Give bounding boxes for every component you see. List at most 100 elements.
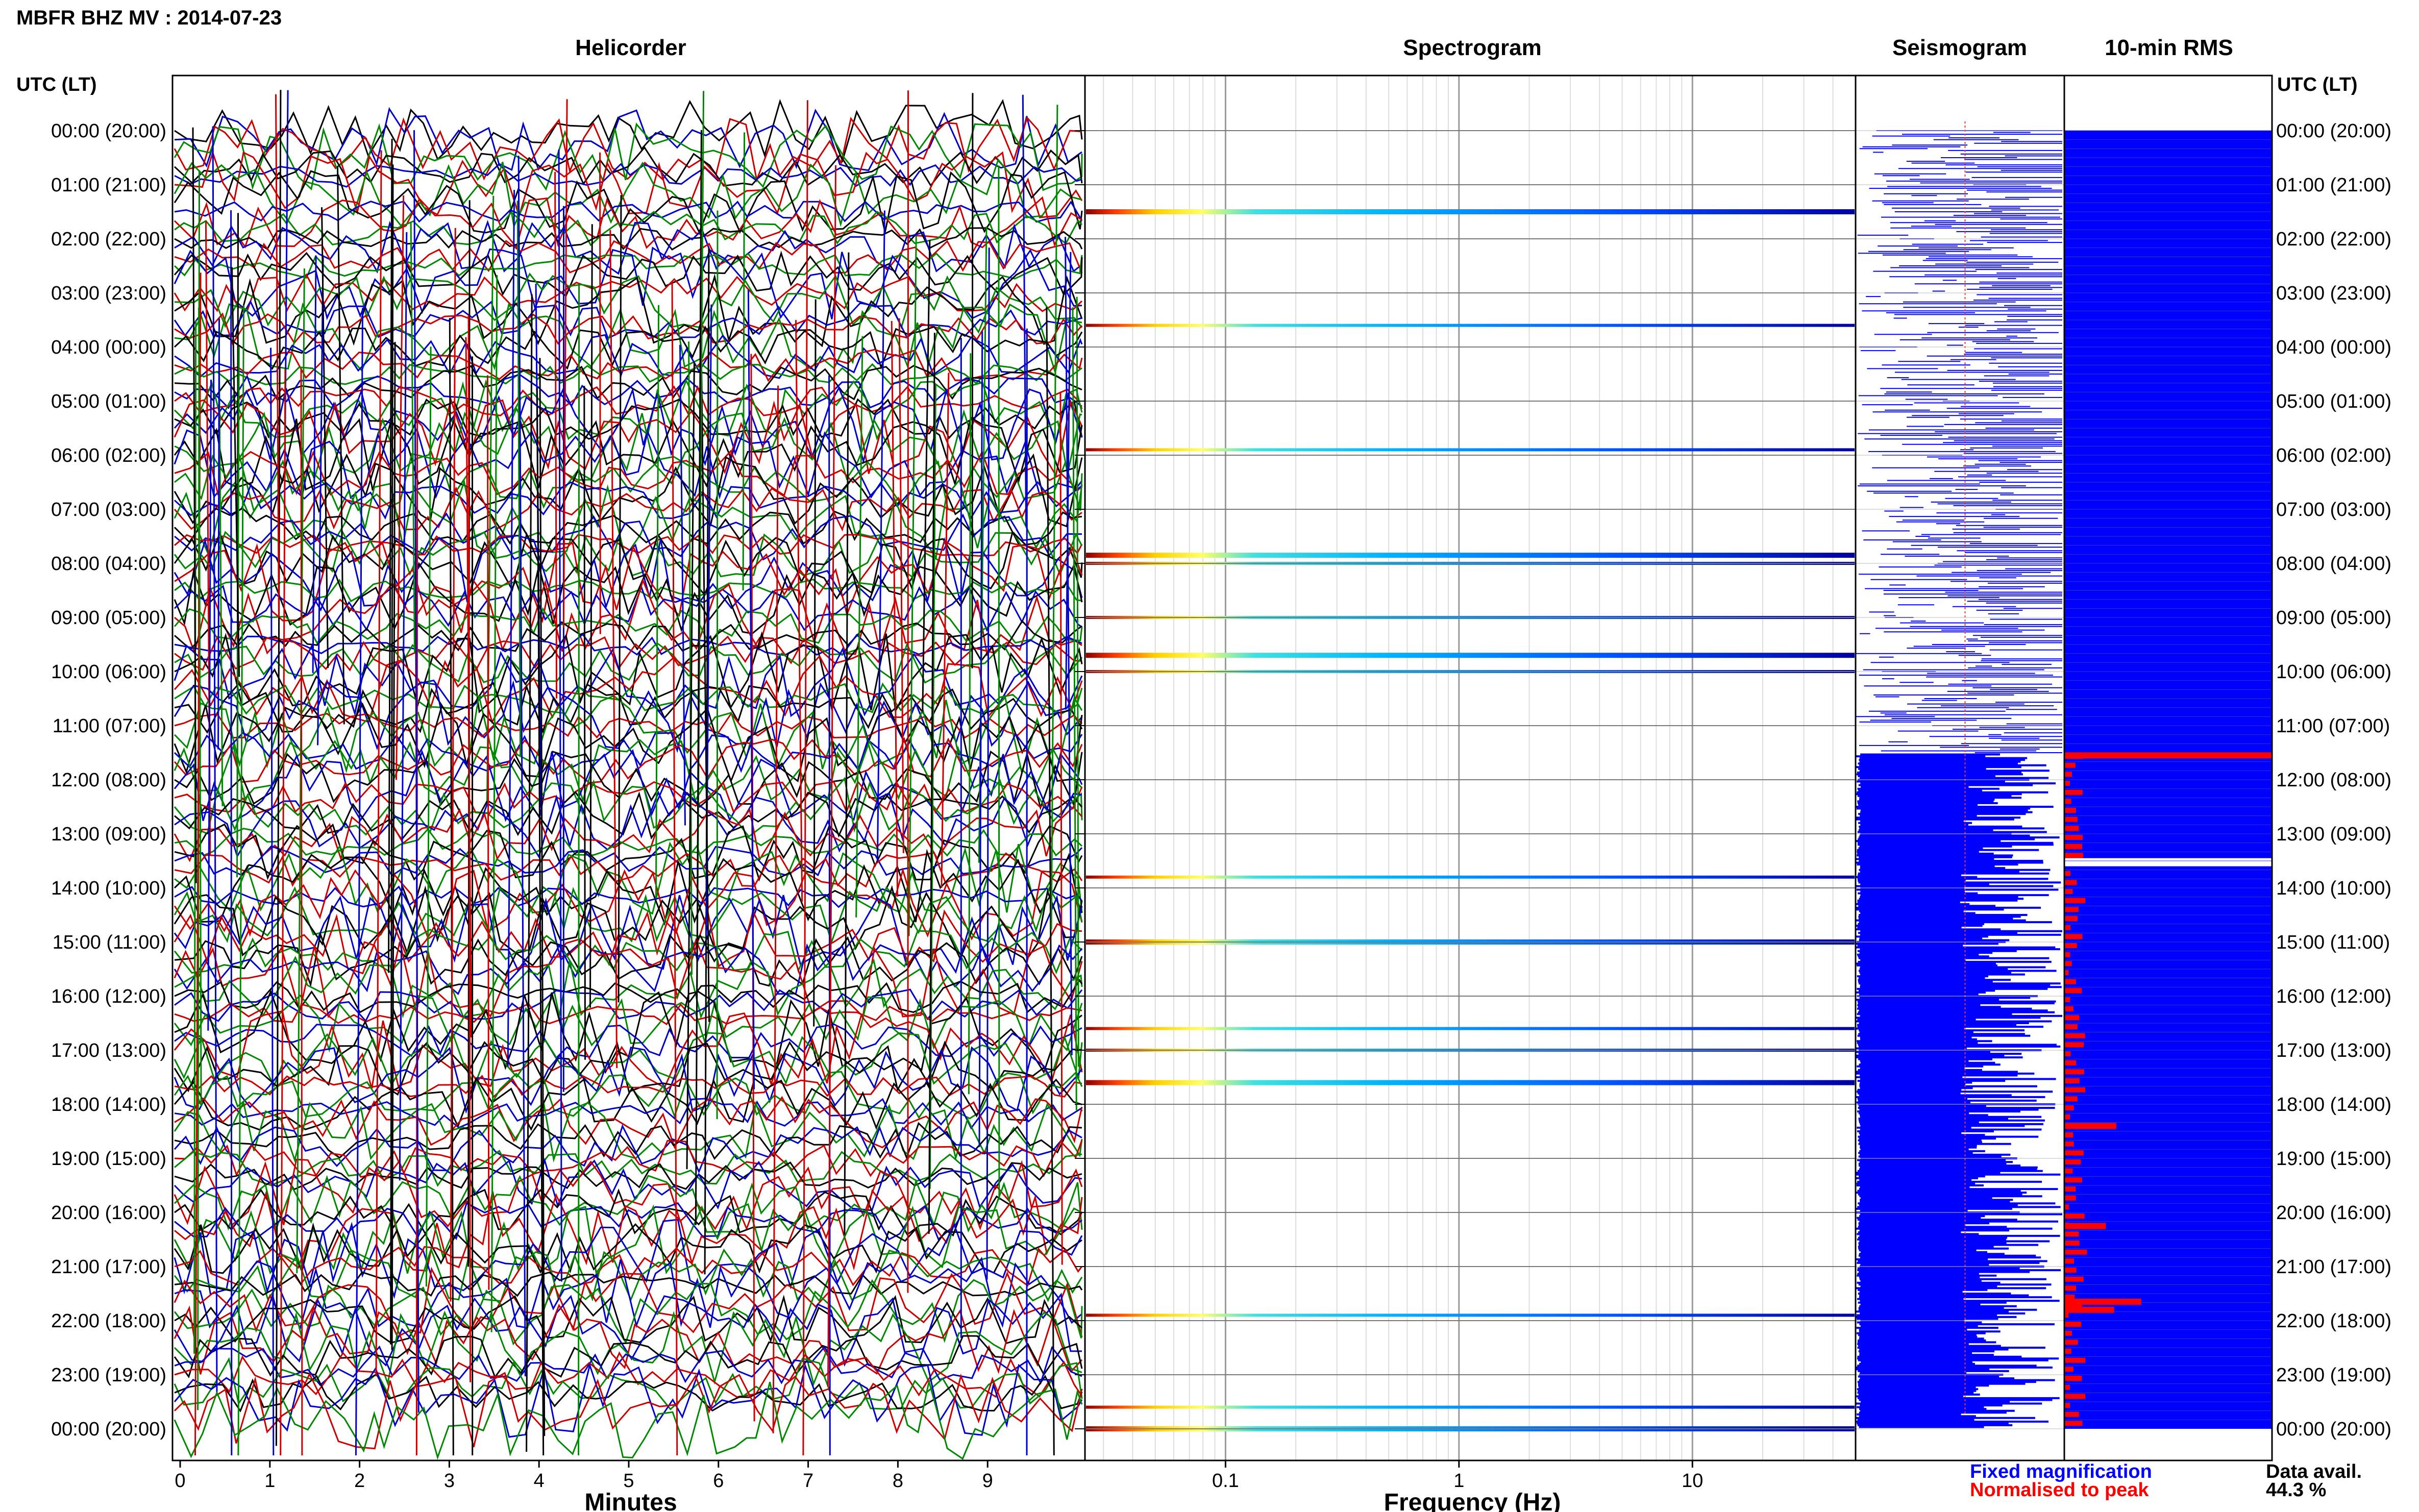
time-label-right: 04:00 (00:00) xyxy=(2276,337,2391,358)
rms-peak-bar xyxy=(2064,1195,2076,1201)
helicorder-spike xyxy=(231,267,240,677)
time-label-right: 18:00 (14:00) xyxy=(2276,1094,2391,1116)
helicorder-spike xyxy=(387,138,393,973)
panel-frame xyxy=(2063,75,2273,1461)
rms-peak-bar xyxy=(2064,799,2071,804)
rms-peak-bar xyxy=(2064,1349,2071,1354)
time-label-left: 21:00 (17:00) xyxy=(51,1256,166,1278)
helicorder-spike xyxy=(968,353,972,1095)
helicorder-spike xyxy=(679,344,686,826)
helicorder-trace xyxy=(174,908,1082,975)
helicorder-trace xyxy=(174,396,1083,478)
rms-peak-bar xyxy=(2064,752,2272,759)
x-axes: 0 1 2 3 4 5 6 7 8 9 0.1 1 10 xyxy=(175,1460,1703,1492)
helicorder-spike xyxy=(583,386,586,1060)
helicorder-spike xyxy=(688,341,693,975)
helicorder-trace xyxy=(174,928,1083,975)
helicorder-spike xyxy=(390,164,394,1345)
helicorder-spike xyxy=(526,294,533,1452)
rms-peak-bar xyxy=(2064,1421,2083,1426)
rms-peak-bar xyxy=(2064,1303,2082,1309)
helicorder-trace xyxy=(174,1310,1082,1386)
helicorder-trace xyxy=(174,1222,1082,1274)
helicorder-trace xyxy=(174,1010,1083,1089)
rms-peak-bar xyxy=(2064,1042,2084,1048)
rms-peak-bar xyxy=(2064,1060,2077,1065)
seismogram-panel xyxy=(1856,121,2062,1428)
time-label-left: 05:00 (01:00) xyxy=(51,391,166,412)
time-axis-label-right: UTC (LT) xyxy=(2277,74,2358,95)
rms-peak-bar xyxy=(2064,1015,2080,1021)
spectrogram-tick-label: 1 xyxy=(1453,1470,1464,1492)
time-label-right: 11:00 (07:00) xyxy=(2276,715,2390,737)
helicorder-trace xyxy=(174,886,1083,945)
helicorder-spike xyxy=(275,94,280,618)
helicorder-trace xyxy=(174,251,1083,298)
spectrogram-band xyxy=(1086,1405,1855,1409)
rms-peak-bar xyxy=(2064,808,2076,813)
helicorder-spike xyxy=(449,318,454,1456)
helicorder-tick-label: 7 xyxy=(803,1470,813,1492)
helicorder-spike xyxy=(928,333,935,1234)
helicorder-trace xyxy=(174,1157,1082,1211)
helicorder-title: Helicorder xyxy=(575,35,686,60)
helicorder-spike xyxy=(539,358,546,1436)
time-label-right: 01:00 (21:00) xyxy=(2276,175,2391,196)
time-label-right: 20:00 (16:00) xyxy=(2276,1202,2391,1224)
rms-peak-bar xyxy=(2064,925,2070,930)
helicorder-spike xyxy=(828,375,831,1456)
time-label-left: 04:00 (00:00) xyxy=(51,337,166,358)
rms-peak-bar xyxy=(2064,772,2072,777)
helicorder-trace xyxy=(174,240,1083,274)
rms-peak-bar xyxy=(2064,1285,2077,1291)
time-label-left: 12:00 (08:00) xyxy=(51,770,166,791)
helicorder-trace xyxy=(174,828,1083,857)
rms-title: 10-min RMS xyxy=(2105,35,2233,60)
time-label-left: 18:00 (14:00) xyxy=(51,1094,166,1116)
rms-peak-bar xyxy=(2064,1295,2075,1300)
helicorder-trace xyxy=(174,1381,1083,1460)
time-label-left: 01:00 (21:00) xyxy=(51,175,166,196)
time-label-right: 23:00 (19:00) xyxy=(2276,1365,2391,1386)
time-label-left: 19:00 (15:00) xyxy=(51,1148,166,1170)
helicorder-trace xyxy=(174,777,1083,838)
helicorder-trace xyxy=(174,534,1083,557)
helicorder-spike xyxy=(609,230,618,1069)
helicorder-trace xyxy=(174,1256,1082,1330)
helicorder-tick-label: 4 xyxy=(534,1470,545,1492)
helicorder-spike xyxy=(516,201,522,756)
rms-peak-bar xyxy=(2064,835,2083,840)
rms-peak-bar xyxy=(2064,826,2079,831)
helicorder-trace xyxy=(174,841,1083,915)
rms-peak-bar xyxy=(2064,934,2083,939)
spectrogram-band xyxy=(1086,1313,1855,1317)
spectrogram-band xyxy=(1086,448,1855,452)
legend-fixed: Fixed magnification xyxy=(1970,1461,2152,1482)
rms-peak-bar xyxy=(2064,1213,2085,1219)
helicorder-trace xyxy=(174,1175,1083,1233)
rms-peak-bar xyxy=(2064,1186,2076,1192)
rms-peak-bar xyxy=(2064,1204,2069,1210)
helicorder-trace xyxy=(174,530,1083,597)
helicorder-spike xyxy=(230,210,233,1456)
helicorder-trace xyxy=(174,1357,1083,1410)
rms-peak-bar xyxy=(2064,1231,2079,1237)
helicorder-trace xyxy=(174,302,1082,376)
helicorder-trace xyxy=(174,334,1083,379)
helicorder-spike xyxy=(337,166,345,725)
helicorder-trace xyxy=(174,1335,1083,1379)
helicorder-trace xyxy=(174,274,1083,348)
helicorder-spike xyxy=(558,149,562,1282)
helicorder-trace xyxy=(174,562,1083,635)
helicorder-tick-label: 2 xyxy=(354,1470,365,1492)
rms-peak-bar xyxy=(2064,943,2077,948)
rms-peak-bar xyxy=(2064,979,2076,984)
helicorder-trace xyxy=(174,1246,1083,1287)
time-label-left: 10:00 (06:00) xyxy=(51,661,166,683)
time-label-right: 05:00 (01:00) xyxy=(2276,391,2391,412)
rms-peak-bar xyxy=(2064,1376,2082,1381)
helicorder-trace xyxy=(174,749,1083,824)
helicorder-spike xyxy=(655,305,660,899)
helicorder-trace xyxy=(174,702,1083,783)
helicorder-spike xyxy=(355,308,363,1456)
